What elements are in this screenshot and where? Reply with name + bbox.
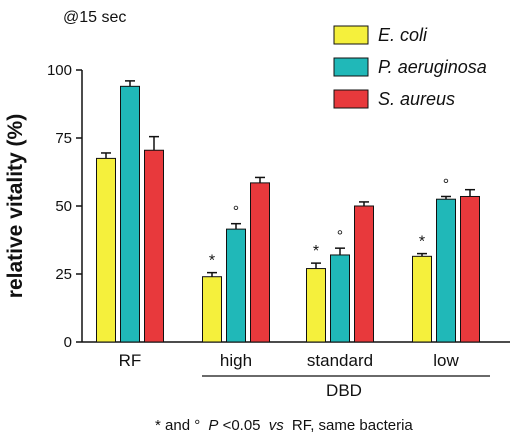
bar (120, 85, 140, 343)
legend: E. coli P. aeruginosa S. aureus (333, 25, 487, 109)
category-label: standard (307, 351, 373, 370)
significance-asterisk: * (313, 243, 319, 260)
category-labels: RF high standard low DBD (119, 351, 490, 400)
footnote-p: P (208, 417, 218, 434)
bar (226, 228, 246, 343)
footnote-threshold: <0.05 (223, 417, 261, 434)
y-axis-label: relative vitality (%) (4, 114, 27, 298)
category-label: low (433, 351, 459, 370)
significance-degree: ° (233, 204, 239, 221)
category-label: high (220, 351, 252, 370)
legend-swatch (333, 57, 369, 77)
chart-title: @15 sec (63, 9, 126, 26)
y-tick-label: 75 (55, 130, 72, 147)
legend-swatch (333, 89, 369, 109)
bar (354, 205, 374, 343)
bar (330, 254, 350, 343)
legend-label: E. coli (378, 25, 428, 45)
significance-degree: ° (337, 228, 343, 245)
legend-swatch (333, 25, 369, 45)
significance-degree: ° (443, 176, 449, 193)
significance-asterisk: * (209, 253, 215, 270)
bar (250, 182, 270, 343)
category-label: RF (119, 351, 142, 370)
footnote: * and ° P <0.05 vs RF, same bacteria (155, 417, 413, 434)
bars: * ° * ° * ° (96, 80, 480, 343)
bar (412, 255, 432, 343)
bar (144, 149, 164, 343)
y-tick-label: 25 (55, 266, 72, 283)
y-tick-label: 50 (55, 198, 72, 215)
legend-label: P. aeruginosa (378, 57, 487, 77)
group-label: DBD (326, 381, 362, 400)
legend-label: S. aureus (378, 89, 455, 109)
bar (436, 198, 456, 343)
significance-asterisk: * (419, 234, 425, 251)
bar (460, 195, 480, 343)
y-tick-label: 100 (47, 62, 72, 79)
y-tick-label: 0 (64, 334, 72, 351)
footnote-rest: RF, same bacteria (292, 417, 414, 434)
footnote-markers: * and ° (155, 417, 200, 434)
bar (96, 157, 116, 343)
bar (306, 268, 326, 343)
bar (202, 276, 222, 343)
footnote-vs: vs (269, 417, 285, 434)
